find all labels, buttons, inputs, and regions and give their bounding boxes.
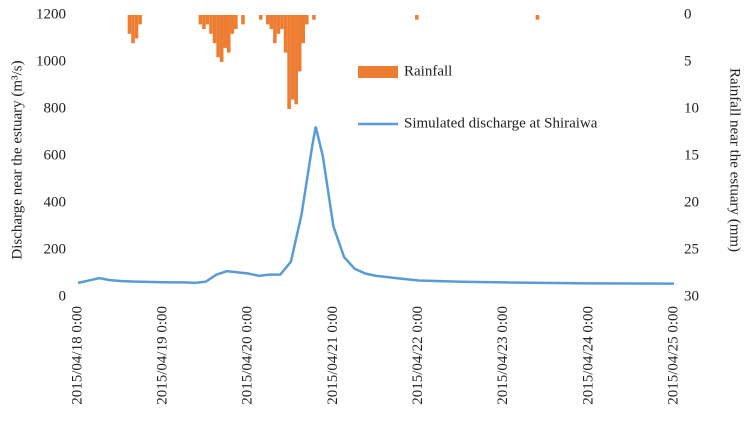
y-tick-label: 1200 xyxy=(36,6,66,22)
discharge-line xyxy=(77,126,675,285)
rain-bar xyxy=(138,15,142,25)
rain-bar xyxy=(287,15,291,109)
x-tick-label: 2015/04/20 0:00 xyxy=(240,306,256,405)
y-axis-label: Discharge near the estuary (m³/s) xyxy=(9,60,25,259)
rain-bar xyxy=(205,15,210,25)
y-tick-label: 400 xyxy=(44,194,67,210)
rain-bar xyxy=(202,15,206,30)
rain-bar xyxy=(294,15,298,105)
legend-swatch xyxy=(358,66,398,78)
x-tick-label: 2015/04/18 0:00 xyxy=(69,306,85,405)
rain-bar xyxy=(273,15,277,44)
legend-label: Simulated discharge at Shiraiwa xyxy=(404,115,598,131)
rain-bar xyxy=(127,15,132,34)
rain-bar xyxy=(241,15,245,25)
rain-bar xyxy=(219,15,224,62)
rain-bar xyxy=(305,15,309,25)
rain-bar xyxy=(415,15,419,20)
rain-bar xyxy=(234,15,238,30)
y2-tick-label: 20 xyxy=(684,194,699,210)
rain-bar xyxy=(297,15,302,72)
rain-bar xyxy=(312,15,316,20)
legend-label: Rainfall xyxy=(404,63,452,79)
x-tick-label: 2015/04/19 0:00 xyxy=(155,306,171,405)
rain-bar xyxy=(230,15,235,34)
rain-bar xyxy=(276,15,281,34)
rain-bar xyxy=(212,15,217,44)
y2-tick-label: 0 xyxy=(684,6,692,22)
rain-bar xyxy=(216,15,220,58)
x-tick-label: 2015/04/24 0:00 xyxy=(580,306,596,405)
rain-bar xyxy=(280,15,284,30)
y-tick-label: 600 xyxy=(44,147,67,163)
rain-bar xyxy=(131,15,135,44)
y2-axis-label: Rainfall near the estuary (mm) xyxy=(727,68,743,252)
y2-tick-label: 10 xyxy=(684,100,699,116)
y-tick-label: 1000 xyxy=(36,53,66,69)
y-tick-label: 200 xyxy=(44,241,67,257)
y-tick-label: 0 xyxy=(59,288,67,304)
x-tick-label: 2015/04/22 0:00 xyxy=(410,306,426,405)
rain-bar xyxy=(290,15,295,100)
rain-bar xyxy=(269,15,274,30)
x-tick-label: 2015/04/23 0:00 xyxy=(495,306,511,405)
rain-bar xyxy=(301,15,306,44)
y2-tick-label: 25 xyxy=(684,241,699,257)
y2-tick-label: 30 xyxy=(684,288,699,304)
rain-bar xyxy=(198,15,203,25)
x-tick-label: 2015/04/25 0:00 xyxy=(665,306,681,405)
rain-bar xyxy=(134,15,139,39)
x-tick-label: 2015/04/21 0:00 xyxy=(325,306,341,405)
rain-bar xyxy=(283,15,288,53)
y2-tick-label: 15 xyxy=(684,147,699,163)
rain-bar xyxy=(209,15,213,34)
rain-bar xyxy=(227,15,231,53)
rain-bar xyxy=(535,15,540,20)
rain-bar xyxy=(258,15,263,20)
rain-bar xyxy=(223,15,227,48)
rain-bar xyxy=(266,15,270,25)
y-tick-label: 800 xyxy=(44,100,67,116)
y2-tick-label: 5 xyxy=(684,53,692,69)
